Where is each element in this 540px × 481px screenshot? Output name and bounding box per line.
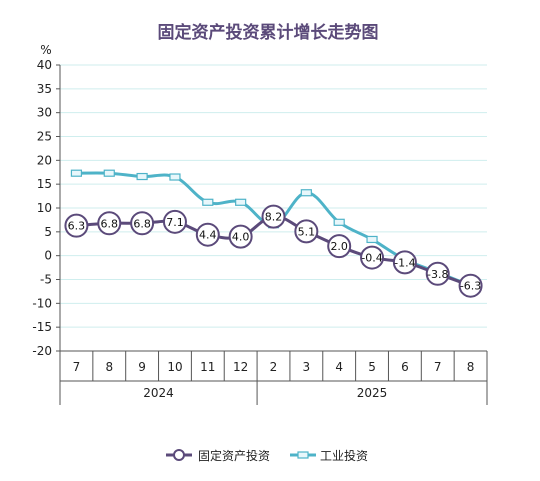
data-point [366,235,378,244]
data-label: 4.0 [232,231,250,244]
x-tick-label: 2 [270,360,278,374]
chart-title: 固定资产投资累计增长走势图 [158,22,379,43]
data-label: 8.2 [265,211,283,224]
data-point [360,245,385,270]
data-point [327,234,352,259]
data-point [162,209,187,234]
x-tick-label: 11 [200,360,215,374]
x-tick-label: 12 [233,360,248,374]
y-axis-unit: % [40,43,51,57]
x-tick-label: 10 [167,360,182,374]
data-point [64,213,89,238]
data-point [333,218,345,226]
y-tick-label: 5 [44,225,52,239]
data-label: 4.4 [199,229,217,242]
data-label: -1.4 [394,256,415,269]
x-tick-label: 5 [368,360,376,374]
year-group-label: 2025 [357,386,388,400]
year-group-label: 2024 [143,386,174,400]
y-tick-label: -10 [32,296,52,310]
data-label: -6.3 [460,280,481,293]
data-point [228,224,253,249]
data-point [458,273,483,298]
data-point [195,222,220,247]
data-label: 6.3 [68,220,86,233]
data-label: 7.1 [166,216,184,229]
data-point [70,169,83,177]
data-label: 2.0 [330,240,348,253]
y-tick-label: 15 [37,177,52,191]
legend-label: 工业投资 [320,448,368,463]
x-tick-label: 7 [434,360,442,374]
data-point [130,211,155,236]
x-tick-label: 3 [303,360,311,374]
y-tick-label: 20 [37,153,52,167]
data-point [202,198,214,206]
y-tick-label: -20 [32,344,52,358]
data-label: 6.8 [133,217,151,230]
data-point [300,189,312,197]
data-label: -3.8 [427,268,448,281]
y-tick-label: -5 [40,273,52,287]
x-tick-label: 9 [138,360,146,374]
data-point [392,250,417,275]
data-label: 5.1 [298,225,316,238]
y-tick-label: 40 [37,58,52,72]
legend-swatch-marker [297,451,309,459]
y-tick-label: 30 [37,106,52,120]
y-tick-label: -15 [32,320,52,334]
data-point [97,211,122,236]
data-point [169,173,181,181]
x-tick-label: 4 [335,360,343,374]
y-tick-label: 35 [37,82,52,96]
data-point [235,198,247,206]
data-point [425,261,450,286]
legend-swatch-marker [173,449,185,461]
x-tick-label: 8 [467,360,475,374]
legend-label: 固定资产投资 [198,448,270,463]
y-tick-label: 25 [37,130,52,144]
y-tick-label: 0 [44,249,52,263]
y-tick-label: 10 [37,201,52,215]
x-tick-label: 8 [105,360,113,374]
data-label: 6.8 [101,217,119,230]
data-point [261,204,286,229]
data-point [294,219,319,244]
x-tick-label: 6 [401,360,409,374]
data-label: -0.4 [361,252,382,265]
x-tick-label: 7 [73,360,81,374]
data-point [103,169,115,177]
data-point [136,172,148,181]
